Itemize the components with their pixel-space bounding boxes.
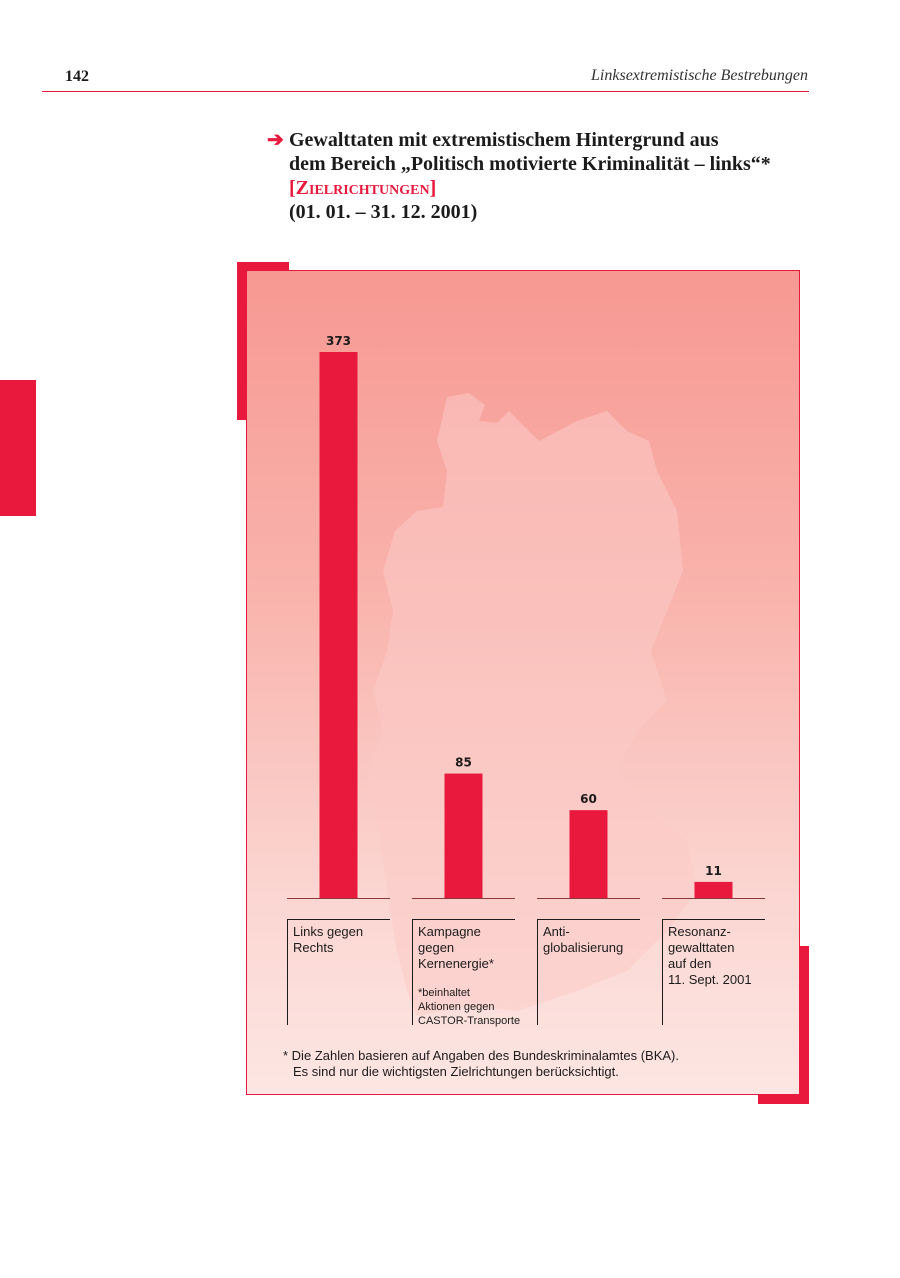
category-rule-4 (662, 919, 663, 1025)
footnote-line-2: Es sind nur die wichtigsten Zielrichtung… (293, 1064, 619, 1079)
bar-4 (694, 881, 733, 898)
category-label-line: Anti- (543, 924, 570, 939)
category-note-line: *beinhaltet (418, 987, 470, 999)
category-note: *beinhaltet Aktionen gegen CASTOR-Transpor… (418, 986, 520, 1028)
chart-panel: 373 85 60 11 * Die Zahlen basieren auf Anga… (246, 270, 800, 1095)
category-rule-1 (287, 919, 288, 1025)
data-label-4: 11 (705, 864, 722, 878)
figure-title-block: ➔ Gewalttaten mit extremistischem Hinter… (267, 128, 827, 224)
figure-title-line-1: Gewalttaten mit extremistischem Hintergr… (289, 129, 719, 151)
running-head: Linksextremistische Bestrebungen (591, 67, 808, 84)
header-rule (42, 91, 809, 92)
category-label-line: gegen (418, 940, 455, 955)
page-number: 142 (65, 68, 89, 85)
data-label-1: 373 (326, 334, 351, 348)
arrow-icon: ➔ (267, 129, 284, 151)
bar-2 (444, 773, 483, 898)
category-label-1: Links gegen Rechts (293, 924, 363, 956)
category-rule-3 (537, 919, 538, 1025)
side-marker (0, 380, 36, 516)
footnote: * Die Zahlen basieren auf Angaben des Bu… (283, 1048, 783, 1080)
category-top-rule-1 (287, 919, 390, 920)
category-label-line: gewalttaten (668, 940, 735, 955)
category-label-line: Rechts (293, 940, 334, 955)
category-label-4: Resonanz-gewalttaten auf den 11. Sept. 200… (668, 924, 752, 988)
footnote-line-1: * Die Zahlen basieren auf Angaben des Bu… (283, 1048, 679, 1063)
bar-1 (319, 352, 358, 898)
category-label-line: 11. Sept. 2001 (668, 972, 752, 987)
figure-period: (01. 01. – 31. 12. 2001) (289, 201, 478, 223)
category-label-line: globalisierung (543, 940, 624, 955)
category-top-rule-2 (412, 919, 515, 920)
category-label-line: Resonanz- (668, 924, 731, 939)
category-top-rule-4 (662, 919, 765, 920)
figure-title-line-2: dem Bereich „Politisch motivierte Krimin… (289, 153, 771, 175)
category-label-line: Kampagne (418, 924, 481, 939)
data-label-2: 85 (455, 756, 472, 770)
category-label-line: Links gegen (293, 924, 364, 939)
bar-chart: 373 85 60 11 (287, 334, 765, 899)
category-label-2: Kampagne gegen Kernenergie* (418, 924, 494, 972)
category-note-line: CASTOR-Transporte (418, 1015, 521, 1027)
category-label-3: Anti-globalisierung (543, 924, 623, 956)
bar-3 (569, 810, 608, 898)
category-top-rule-3 (537, 919, 640, 920)
data-label-3: 60 (580, 792, 597, 806)
category-note-line: Aktionen gegen (418, 1001, 495, 1013)
category-label-line: auf den (668, 956, 712, 971)
category-label-line: Kernenergie* (418, 956, 494, 971)
category-rule-2 (412, 919, 413, 1025)
figure-subtitle: [Zielrichtungen] (289, 177, 437, 199)
